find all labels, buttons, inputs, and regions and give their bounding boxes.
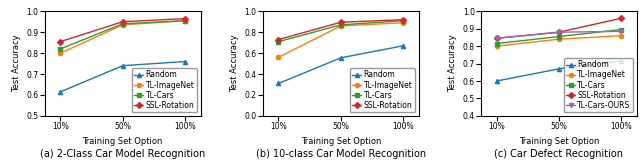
Line: SSL-Rotation: SSL-Rotation — [495, 16, 623, 40]
Text: (a) 2-Class Car Model Recognition: (a) 2-Class Car Model Recognition — [40, 149, 205, 159]
TL-Cars — [555, 36, 563, 38]
Y-axis label: Test Accuracy: Test Accuracy — [230, 35, 239, 92]
Line: Random: Random — [58, 59, 187, 94]
Legend: Random, TL-ImageNet, TL-Cars, SSL-Rotation: Random, TL-ImageNet, TL-Cars, SSL-Rotati… — [350, 68, 415, 112]
Legend: Random, TL-ImageNet, TL-Cars, SSL-Rotation, TL-Cars-OURS: Random, TL-ImageNet, TL-Cars, SSL-Rotati… — [564, 58, 633, 112]
Random — [399, 45, 407, 47]
Random — [337, 57, 345, 59]
TL-Cars — [119, 23, 127, 25]
Line: TL-Cars-OURS: TL-Cars-OURS — [495, 29, 623, 40]
Random — [275, 82, 282, 84]
Text: (c) Car Defect Recognition: (c) Car Defect Recognition — [495, 149, 623, 159]
TL-ImageNet — [399, 22, 407, 24]
TL-Cars — [618, 29, 625, 31]
X-axis label: Training Set Option: Training Set Option — [518, 137, 599, 146]
TL-Cars-OURS — [618, 30, 625, 32]
Random — [555, 68, 563, 70]
Legend: Random, TL-ImageNet, TL-Cars, SSL-Rotation: Random, TL-ImageNet, TL-Cars, SSL-Rotati… — [132, 68, 196, 112]
SSL-Rotation — [493, 37, 500, 39]
Text: (b) 10-class Car Model Recognition: (b) 10-class Car Model Recognition — [256, 149, 426, 159]
Line: SSL-Rotation: SSL-Rotation — [58, 17, 187, 44]
TL-ImageNet — [119, 24, 127, 26]
TL-Cars-OURS — [555, 31, 563, 33]
SSL-Rotation — [119, 21, 127, 23]
TL-Cars-OURS — [493, 37, 500, 39]
Random — [493, 80, 500, 82]
TL-ImageNet — [555, 38, 563, 40]
Y-axis label: Test Accuracy: Test Accuracy — [12, 35, 21, 92]
Random — [181, 61, 189, 62]
Line: TL-Cars: TL-Cars — [58, 19, 187, 51]
TL-ImageNet — [56, 52, 64, 54]
Line: Random: Random — [495, 59, 623, 83]
TL-ImageNet — [181, 20, 189, 22]
X-axis label: Training Set Option: Training Set Option — [83, 137, 163, 146]
TL-Cars — [493, 43, 500, 44]
X-axis label: Training Set Option: Training Set Option — [301, 137, 381, 146]
TL-Cars — [337, 24, 345, 26]
TL-Cars — [181, 20, 189, 22]
Line: TL-ImageNet: TL-ImageNet — [58, 19, 187, 55]
SSL-Rotation — [181, 18, 189, 19]
SSL-Rotation — [555, 31, 563, 33]
Line: TL-Cars: TL-Cars — [495, 28, 623, 46]
TL-Cars — [399, 20, 407, 22]
SSL-Rotation — [337, 21, 345, 23]
Line: Random: Random — [276, 44, 405, 85]
TL-ImageNet — [493, 45, 500, 47]
TL-ImageNet — [618, 35, 625, 37]
Line: TL-Cars: TL-Cars — [276, 19, 405, 44]
Random — [618, 60, 625, 62]
SSL-Rotation — [56, 41, 64, 43]
TL-Cars — [275, 41, 282, 43]
Random — [56, 91, 64, 93]
TL-ImageNet — [337, 25, 345, 27]
TL-Cars — [56, 48, 64, 50]
Line: SSL-Rotation: SSL-Rotation — [276, 18, 405, 42]
Line: TL-ImageNet: TL-ImageNet — [495, 34, 623, 48]
TL-ImageNet — [275, 56, 282, 58]
Line: TL-ImageNet: TL-ImageNet — [276, 21, 405, 59]
SSL-Rotation — [399, 19, 407, 21]
Random — [119, 65, 127, 67]
Y-axis label: Test Accuracy: Test Accuracy — [448, 35, 457, 92]
SSL-Rotation — [618, 17, 625, 19]
SSL-Rotation — [275, 39, 282, 41]
